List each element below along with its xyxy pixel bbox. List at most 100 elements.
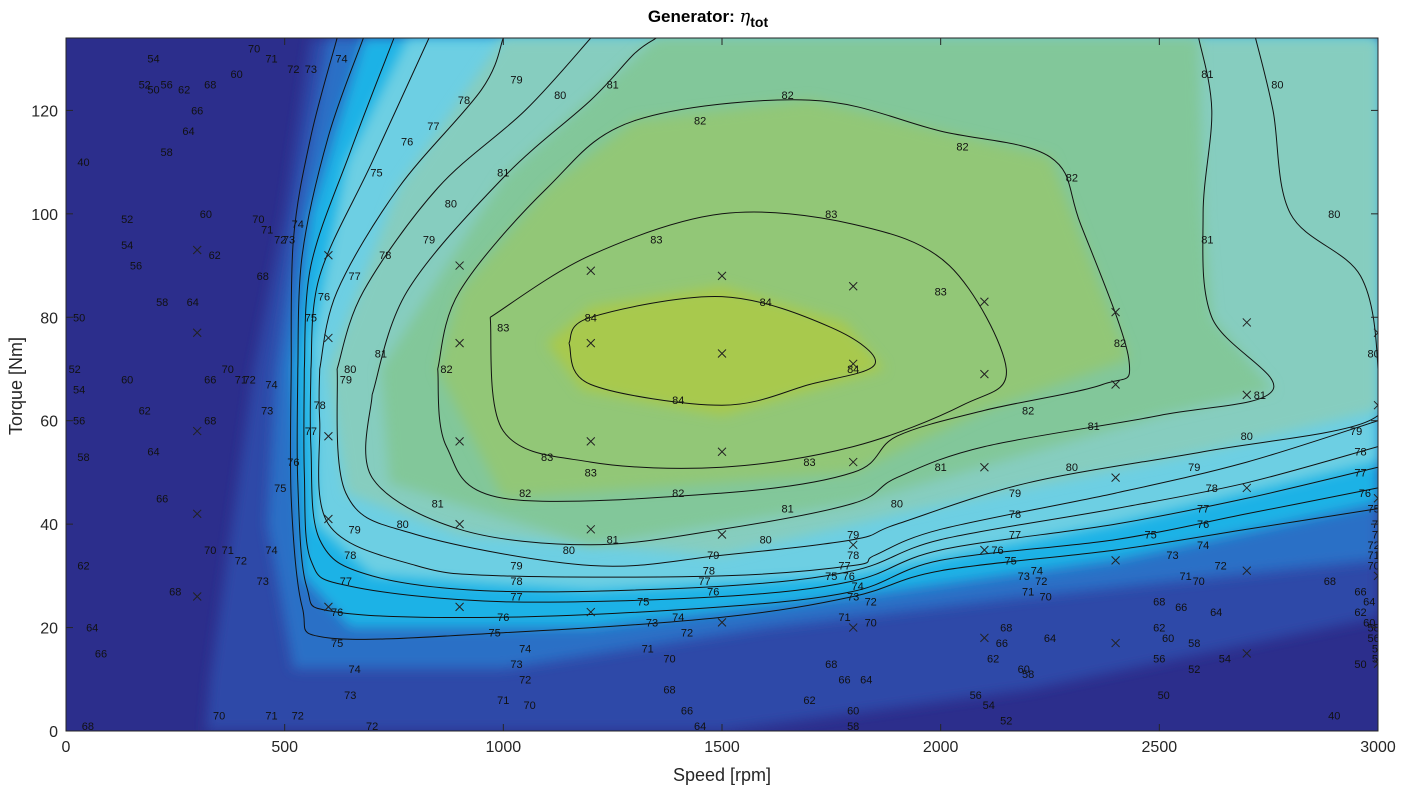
contour-label: 60 [121, 374, 133, 386]
contour-label: 82 [694, 116, 706, 128]
measured-point-marker [1242, 390, 1252, 400]
plot-area: 84 84 84 84 83 83 83 83 83 83 83 82 82 82 82 82 82 82 82 82… [66, 38, 1384, 733]
contour-label: 78 [703, 566, 715, 578]
measured-point-marker [980, 545, 989, 555]
measured-point-marker [980, 633, 989, 643]
contour-label: 70 [865, 617, 877, 629]
contour-label: 68 [82, 721, 94, 733]
contour-label: 71 [235, 374, 247, 386]
contour-label: 83 [825, 209, 837, 221]
measured-point-marker [324, 250, 333, 260]
contour-label: 58 [1188, 638, 1200, 650]
contour-label: 70 [204, 545, 216, 557]
contour-label: 82 [956, 142, 968, 154]
contour-label: 66 [1175, 602, 1187, 614]
fill-band-7 [437, 100, 1129, 499]
contour-label: 52 [1188, 664, 1200, 676]
contour-label: 79 [1009, 488, 1021, 500]
contour-label: 74 [851, 581, 863, 593]
contour-label: 76 [331, 607, 343, 619]
contour-label: 73 [1166, 550, 1178, 562]
contour-label: 64 [860, 674, 872, 686]
contour-label: 56 [970, 690, 982, 702]
measured-point-marker [717, 618, 727, 627]
contour-label: 80 [1328, 209, 1340, 221]
measured-point-marker [1242, 483, 1252, 493]
contour-label: 73 [305, 64, 317, 76]
contour-label: 64 [1044, 633, 1056, 645]
contour-label: 68 [1153, 597, 1165, 609]
contour-label: 80 [1367, 349, 1379, 361]
measured-point-marker [1242, 318, 1252, 327]
contour-label: 73 [283, 235, 295, 247]
contour-label: 71 [265, 54, 277, 66]
measured-point-marker [1373, 571, 1378, 581]
measured-point-marker [455, 338, 464, 348]
measured-point-marker [717, 271, 727, 281]
contour-label: 52 [121, 214, 133, 226]
contour-label: 78 [458, 95, 470, 107]
contour-label: 79 [1188, 462, 1200, 474]
measured-point-marker [1373, 328, 1378, 338]
contour-label: 56 [160, 80, 172, 92]
contour-label: 58 [156, 297, 168, 309]
contour-line-79 [318, 368, 1378, 578]
contour-line-81 [365, 38, 1275, 546]
contour-label: 77 [305, 426, 317, 438]
contour-label: 58 [77, 452, 89, 464]
contour-label: 84 [760, 297, 772, 309]
contour-label: 64 [86, 623, 98, 635]
contour-label: 78 [1206, 483, 1218, 495]
measured-point-marker [980, 297, 989, 307]
contour-label: 82 [1022, 405, 1034, 417]
contour-label: 60 [230, 69, 242, 81]
contour-label: 66 [838, 674, 850, 686]
contour-label: 52 [69, 364, 81, 376]
contour-label: 79 [510, 74, 522, 86]
contour-label: 75 [637, 597, 649, 609]
contour-label: 82 [519, 488, 531, 500]
contour-label: 50 [147, 85, 159, 97]
contour-label: 80 [397, 519, 409, 531]
measured-point-marker [586, 524, 596, 534]
contour-label: 79 [1350, 426, 1362, 438]
measured-point-marker [1111, 307, 1120, 317]
contour-label: 64 [187, 297, 199, 309]
chart-title-prefix: Generator: [648, 7, 740, 26]
contour-label: 71 [265, 711, 277, 723]
contour-label: 78 [1354, 447, 1366, 459]
contour-label: 72 [292, 711, 304, 723]
contour-label: 72 [274, 235, 286, 247]
contour-label: 83 [650, 235, 662, 247]
contour-label: 52 [1000, 716, 1012, 728]
contour-label: 72 [366, 721, 378, 733]
contour-label: 70 [1193, 576, 1205, 588]
contour-label: 78 [379, 250, 391, 262]
contour-label: 82 [440, 364, 452, 376]
contour-labels: 84 84 84 84 83 83 83 83 83 83 83 82 82 82 82 82 82 82 82 82… [69, 43, 1384, 733]
contour-label: 81 [1201, 235, 1213, 247]
contour-label: 58 [160, 147, 172, 159]
contour-label: 72 [519, 674, 531, 686]
measured-point-marker [455, 261, 464, 270]
x-tick-label: 2000 [923, 739, 959, 756]
contour-label: 76 [707, 586, 719, 598]
contour-label: 71 [261, 224, 273, 236]
measured-point-marker [192, 509, 202, 519]
measured-point-marker [848, 281, 858, 291]
contour-label: 84 [585, 312, 597, 324]
x-tick-label: 3000 [1360, 739, 1396, 756]
contour-label: 71 [1022, 586, 1034, 598]
contour-label: 62 [1354, 607, 1366, 619]
contour-label: 82 [1114, 338, 1126, 350]
contour-label: 62 [178, 85, 190, 97]
contour-label: 74 [1197, 540, 1209, 552]
contour-label: 77 [340, 576, 352, 588]
measured-point-marker [455, 519, 464, 529]
measured-point-marker [717, 349, 727, 358]
contour-label: 54 [1372, 643, 1384, 655]
contour-label: 83 [935, 286, 947, 298]
contour-label: 60 [1162, 633, 1174, 645]
contour-label: 60 [200, 209, 212, 221]
contour-label: 72 [1367, 540, 1379, 552]
